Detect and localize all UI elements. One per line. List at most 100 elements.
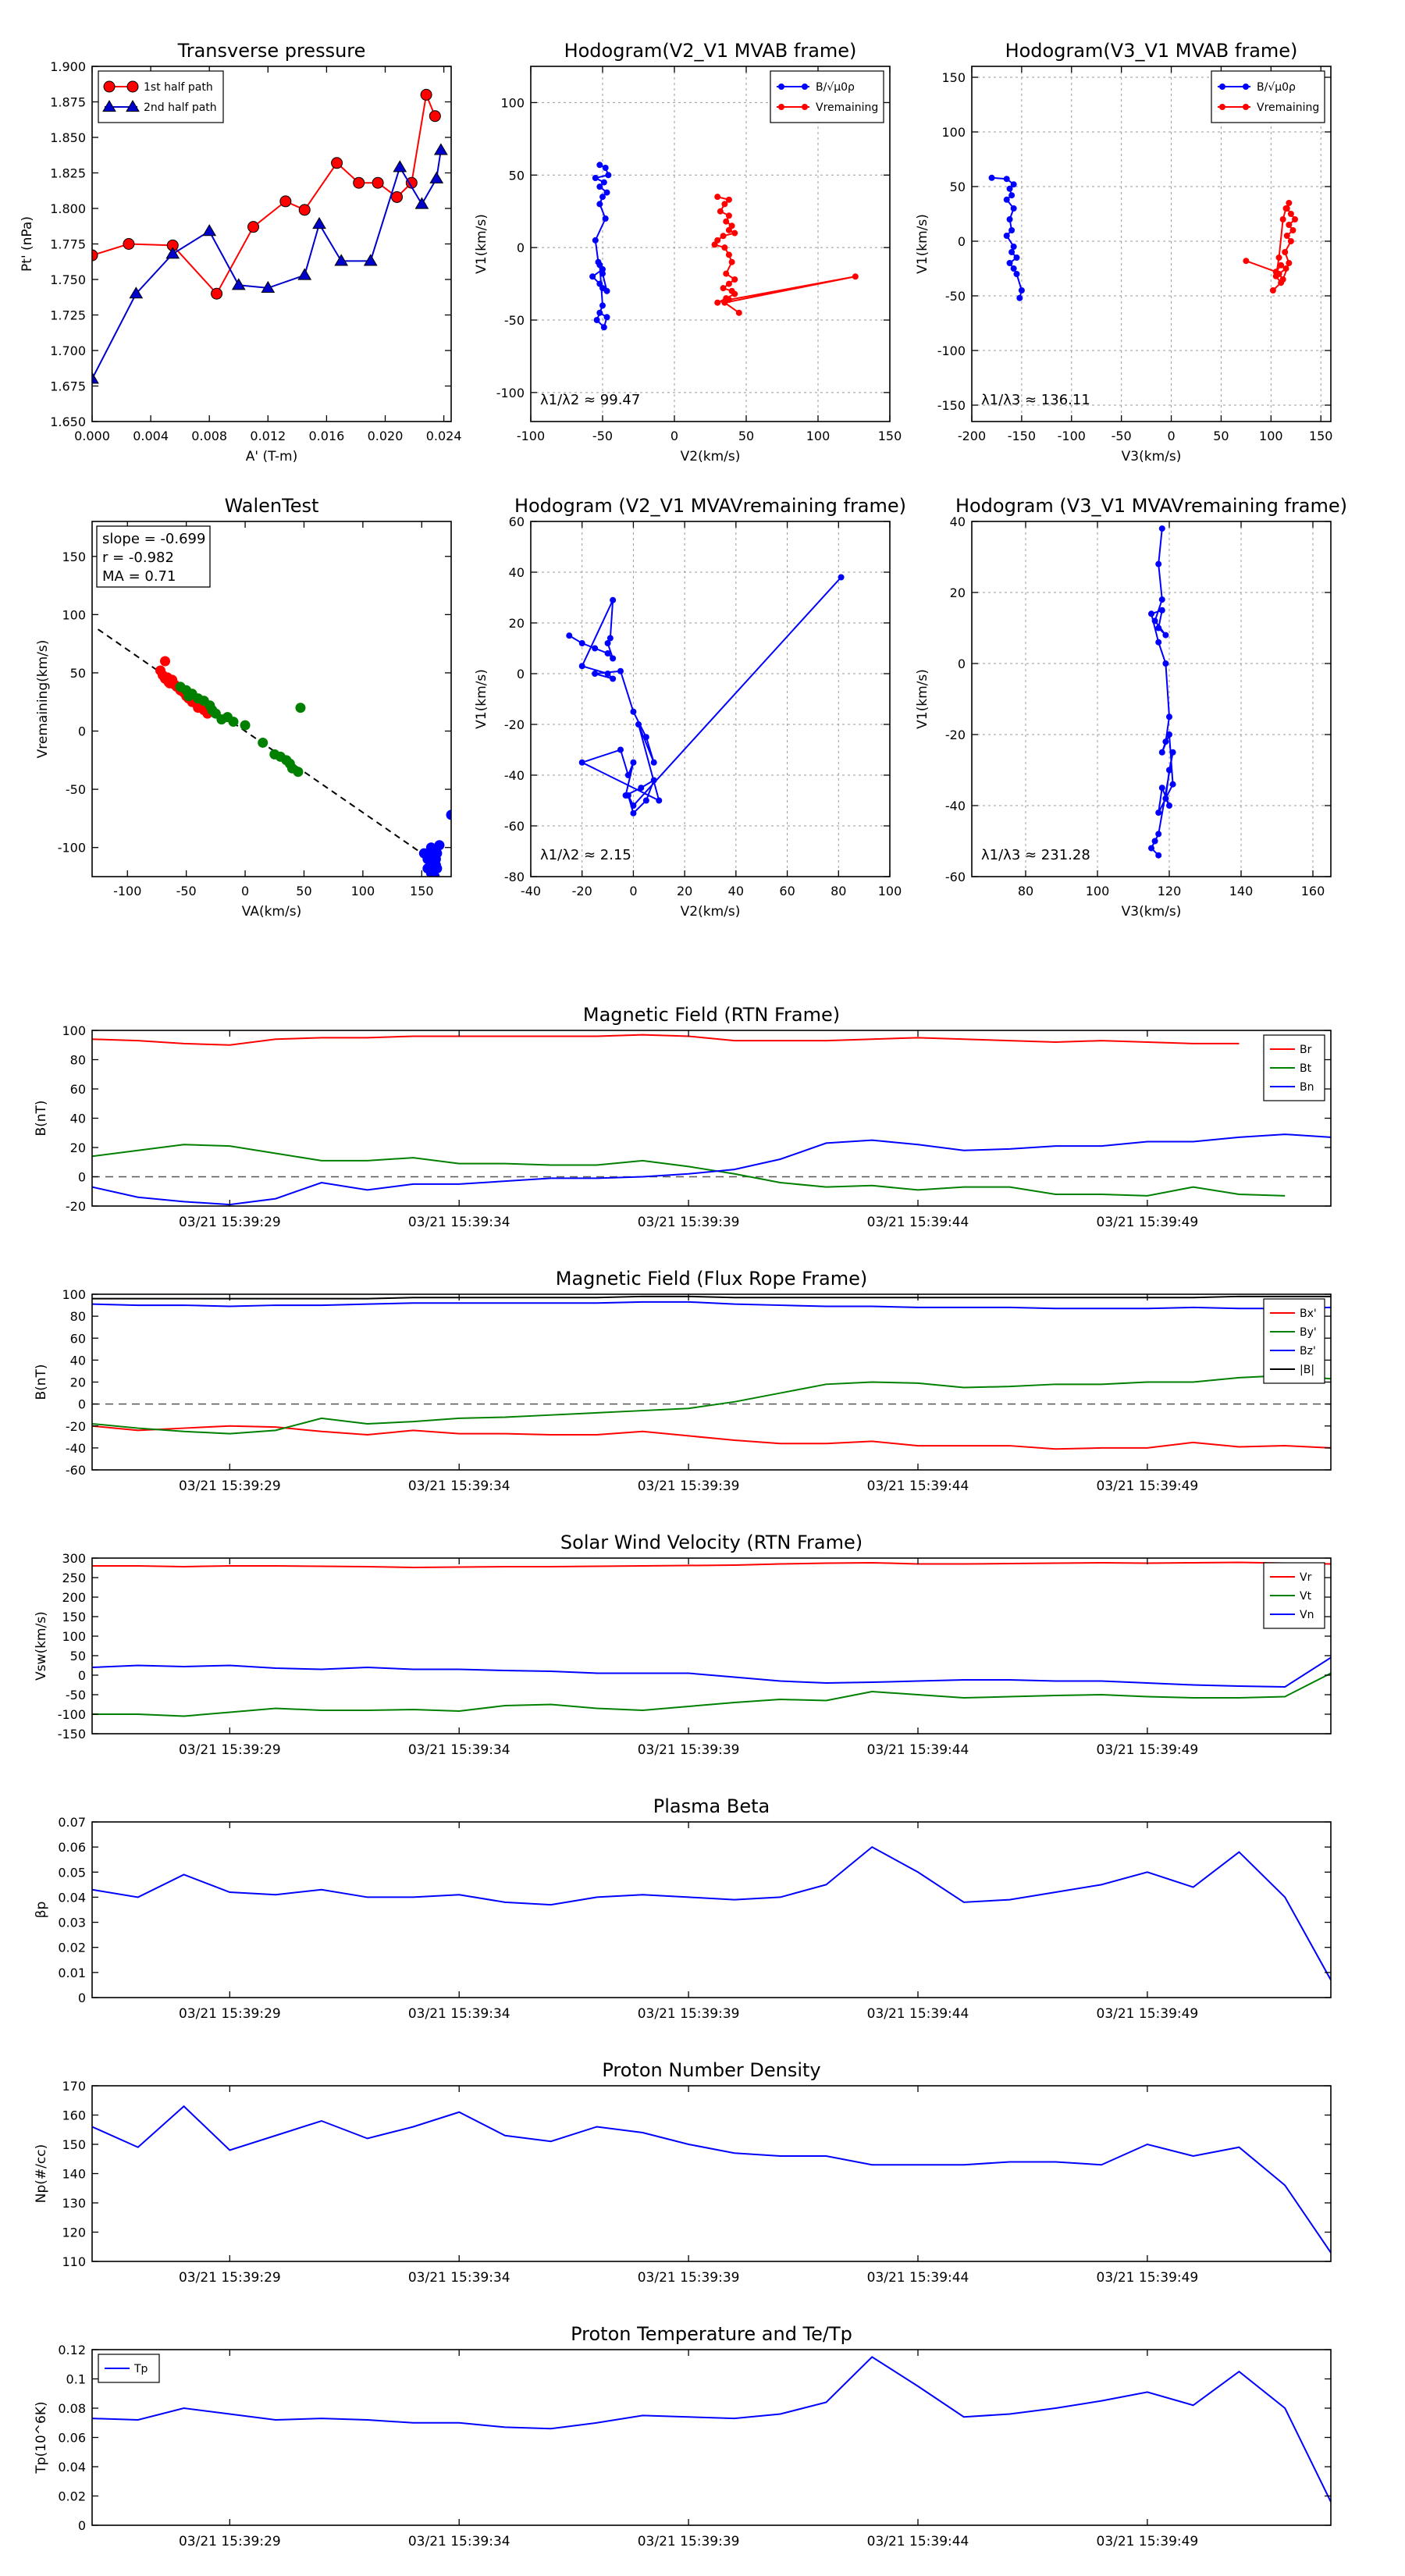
x-tick-label: 03/21 15:39:44	[867, 2534, 969, 2549]
data-point	[589, 273, 596, 280]
x-tick-label: 150	[878, 429, 902, 443]
series-line	[1246, 202, 1297, 291]
data-point	[279, 195, 292, 208]
y-tick-label: 80	[70, 1053, 86, 1068]
y-axis-label: V1(km/s)	[915, 214, 930, 274]
scatter-point	[165, 678, 176, 688]
y-tick-label: 1.800	[50, 201, 86, 216]
y-tick-label: 170	[62, 2079, 86, 2094]
plot-area	[92, 2105, 1331, 2254]
legend-box	[1211, 70, 1325, 123]
legend-label: Bx'	[1300, 1308, 1317, 1320]
data-point	[596, 280, 603, 287]
y-tick-label: 0	[78, 1170, 86, 1185]
data-point	[1162, 632, 1169, 639]
scatter-point	[446, 809, 451, 820]
data-point	[610, 655, 617, 662]
y-tick-label: 0	[958, 234, 966, 249]
stats-line: slope = -0.699	[102, 531, 205, 547]
x-tick-label: 0.012	[250, 429, 286, 443]
y-tick-label: 0.08	[58, 2401, 86, 2416]
y-tick-label: 0.02	[58, 2489, 86, 2504]
data-point	[725, 212, 732, 219]
legend-label: Bz'	[1300, 1345, 1316, 1357]
data-point	[1162, 738, 1169, 745]
data-point	[630, 708, 637, 715]
x-tick-label: 03/21 15:39:49	[1097, 1215, 1199, 1230]
y-tick-label: 0	[78, 1668, 86, 1683]
data-point	[714, 237, 721, 244]
data-point	[720, 233, 727, 240]
scatter-point	[429, 871, 440, 877]
data-point	[393, 160, 407, 173]
data-point	[429, 110, 441, 123]
y-tick-label: -20	[945, 728, 966, 742]
data-point	[605, 172, 612, 179]
y-tick-label: 0.01	[58, 1966, 86, 1980]
data-point	[1166, 713, 1172, 720]
data-point	[1287, 238, 1294, 244]
y-tick-label: -100	[58, 1707, 86, 1722]
y-tick-label: -50	[504, 313, 525, 328]
y-tick-label: -100	[496, 386, 525, 400]
data-point	[802, 84, 808, 90]
y-tick-label: 100	[62, 1023, 86, 1038]
data-point	[1013, 254, 1020, 261]
data-point	[1016, 294, 1023, 301]
series-line	[92, 1034, 1240, 1046]
x-tick-label: 50	[1213, 429, 1229, 443]
data-point	[630, 759, 637, 766]
data-point	[728, 258, 735, 265]
data-point	[617, 667, 624, 674]
data-point	[312, 217, 326, 229]
data-point	[838, 574, 845, 581]
data-point	[650, 777, 657, 784]
legend-label: Vt	[1300, 1590, 1312, 1603]
data-point	[1158, 596, 1165, 603]
x-tick-label: 03/21 15:39:34	[408, 1215, 510, 1230]
y-tick-label: 0.03	[58, 1916, 86, 1930]
data-point	[1155, 831, 1162, 838]
panel-title: Magnetic Field (Flux Rope Frame)	[556, 1268, 867, 1290]
x-tick-label: 0	[670, 429, 678, 443]
data-point	[988, 174, 995, 181]
data-point	[1151, 617, 1158, 624]
legend-label: 2nd half path	[144, 101, 217, 114]
data-point	[433, 143, 448, 155]
data-point	[610, 675, 617, 682]
x-tick-label: -20	[572, 884, 592, 898]
y-tick-label: -60	[66, 1463, 86, 1478]
panel-title: Proton Temperature and Te/Tp	[571, 2323, 852, 2345]
y-axis-label: Np(#/cc)	[34, 2144, 49, 2203]
y-tick-label: 60	[70, 1082, 86, 1097]
y-tick-label: 0.05	[58, 1865, 86, 1880]
data-point	[1018, 287, 1025, 294]
y-tick-label: 50	[70, 1649, 86, 1663]
y-tick-label: -100	[58, 841, 86, 856]
y-tick-label: 0	[958, 656, 966, 671]
data-point	[624, 772, 631, 778]
plot-frame	[91, 1030, 1332, 1207]
data-point	[1243, 84, 1249, 90]
data-point	[414, 197, 429, 209]
y-tick-label: 110	[62, 2254, 86, 2269]
data-point	[599, 302, 606, 309]
data-point	[1243, 104, 1249, 110]
data-point	[126, 80, 139, 93]
panel-hodogram-v2v1-mvav: -40 -20 0 20 40 60 80 100-80-60-40-200204060Hod…	[474, 495, 906, 920]
x-tick-label: 03/21 15:39:39	[638, 2534, 740, 2549]
data-point	[603, 287, 610, 294]
legend-label: B/√μ0ρ	[1257, 81, 1296, 94]
data-point	[1008, 192, 1016, 199]
data-point	[596, 183, 603, 190]
lambda-annotation: λ1/λ3 ≈ 231.28	[981, 847, 1090, 863]
plot-area	[1148, 525, 1176, 859]
y-tick-label: 0.07	[58, 1815, 86, 1830]
x-tick-label: 03/21 15:39:29	[179, 1215, 281, 1230]
y-tick-label: 0	[517, 240, 525, 255]
y-tick-label: -50	[66, 1688, 86, 1703]
scatter-point	[240, 720, 251, 731]
y-axis-label: V1(km/s)	[474, 214, 489, 274]
lambda-annotation: λ1/λ2 ≈ 2.15	[540, 847, 631, 863]
